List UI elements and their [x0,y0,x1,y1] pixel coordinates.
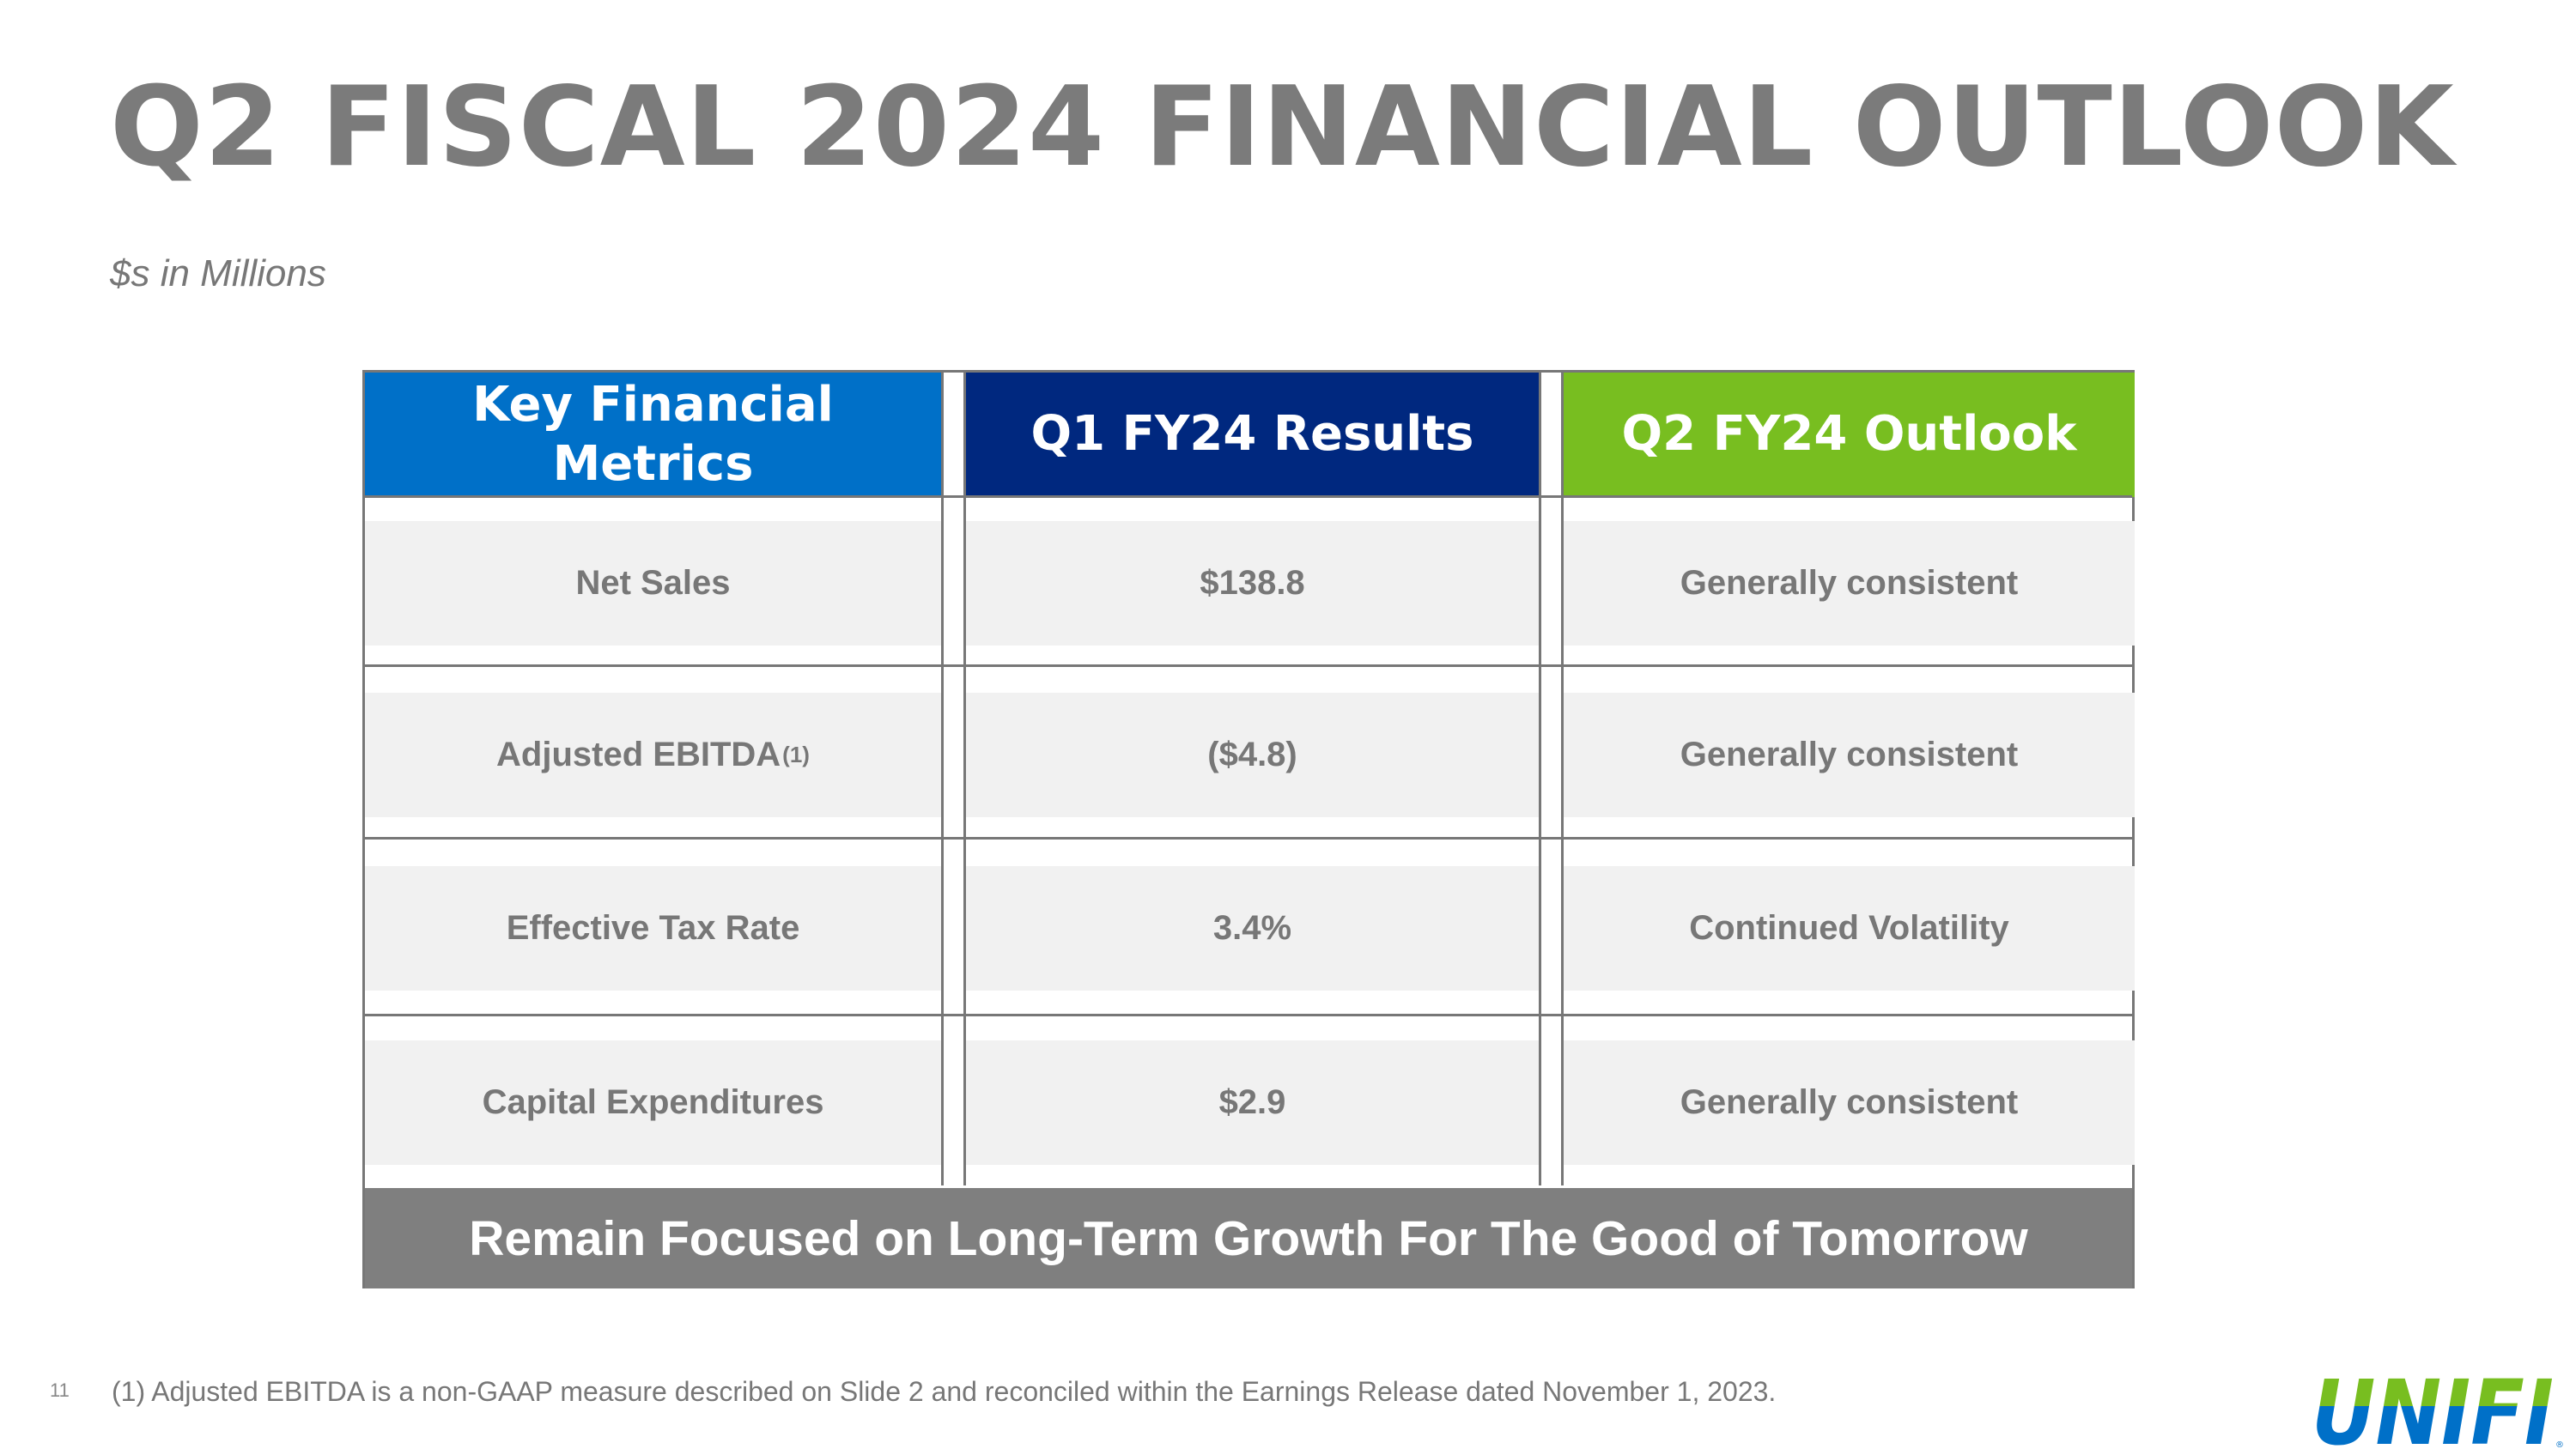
header-key-metrics: Key Financial Metrics [365,373,941,497]
metric-label: Effective Tax Rate [506,909,800,947]
q2-value: Continued Volatility [1689,909,2009,947]
footnote: (1) Adjusted EBITDA is a non-GAAP measur… [112,1376,1777,1407]
column-divider [941,373,944,1185]
slide-title: Q2 FISCAL 2024 FINANCIAL OUTLOOK [110,64,2455,191]
q1-effective-tax-rate: 3.4% [966,866,1539,991]
q1-adjusted-ebitda: ($4.8) [966,693,1539,817]
row-divider [365,664,2132,667]
metric-label: Adjusted EBITDA [496,736,781,773]
page-number: 11 [50,1379,70,1401]
focus-banner: Remain Focused on Long-Term Growth For T… [365,1188,2132,1288]
q2-value: Generally consistent [1680,1083,2019,1121]
q1-value: 3.4% [1212,909,1292,947]
q2-effective-tax-rate: Continued Volatility [1564,866,2135,991]
column-divider [1561,373,1564,1185]
q2-adjusted-ebitda: Generally consistent [1564,693,2135,817]
svg-text:UNIFI: UNIFI [2312,1370,2554,1449]
q1-net-sales: $138.8 [966,521,1539,646]
q1-value: ($4.8) [1207,736,1297,773]
outlook-table: Key Financial Metrics Q1 FY24 Results Q2… [362,370,2135,1288]
row-divider [365,1014,2132,1016]
column-divider [1539,373,1541,1185]
q2-value: Generally consistent [1680,736,2019,773]
q2-net-sales: Generally consistent [1564,521,2135,646]
q1-value: $2.9 [1218,1083,1286,1121]
svg-text:®: ® [2555,1440,2564,1449]
column-divider [963,373,966,1185]
row-divider [365,837,2132,840]
metric-net-sales: Net Sales [365,521,941,646]
footnote-marker: (1) [782,742,810,767]
metric-adjusted-ebitda: Adjusted EBITDA (1) [365,693,941,817]
header-q2-outlook: Q2 FY24 Outlook [1564,373,2135,497]
unifi-logo: UNIFI UNIFI ® [2312,1370,2564,1449]
q1-capital-expenditures: $2.9 [966,1040,1539,1165]
q2-value: Generally consistent [1680,564,2019,602]
metric-label: Net Sales [575,564,731,602]
row-divider [365,495,2132,498]
metric-label: Capital Expenditures [482,1083,824,1121]
metric-capital-expenditures: Capital Expenditures [365,1040,941,1165]
units-subtitle: $s in Millions [110,252,326,294]
svg-text:UNIFI: UNIFI [2312,1370,2554,1449]
header-q1-results: Q1 FY24 Results [966,373,1539,497]
q1-value: $138.8 [1200,564,1305,602]
metric-effective-tax-rate: Effective Tax Rate [365,866,941,991]
q2-capital-expenditures: Generally consistent [1564,1040,2135,1165]
